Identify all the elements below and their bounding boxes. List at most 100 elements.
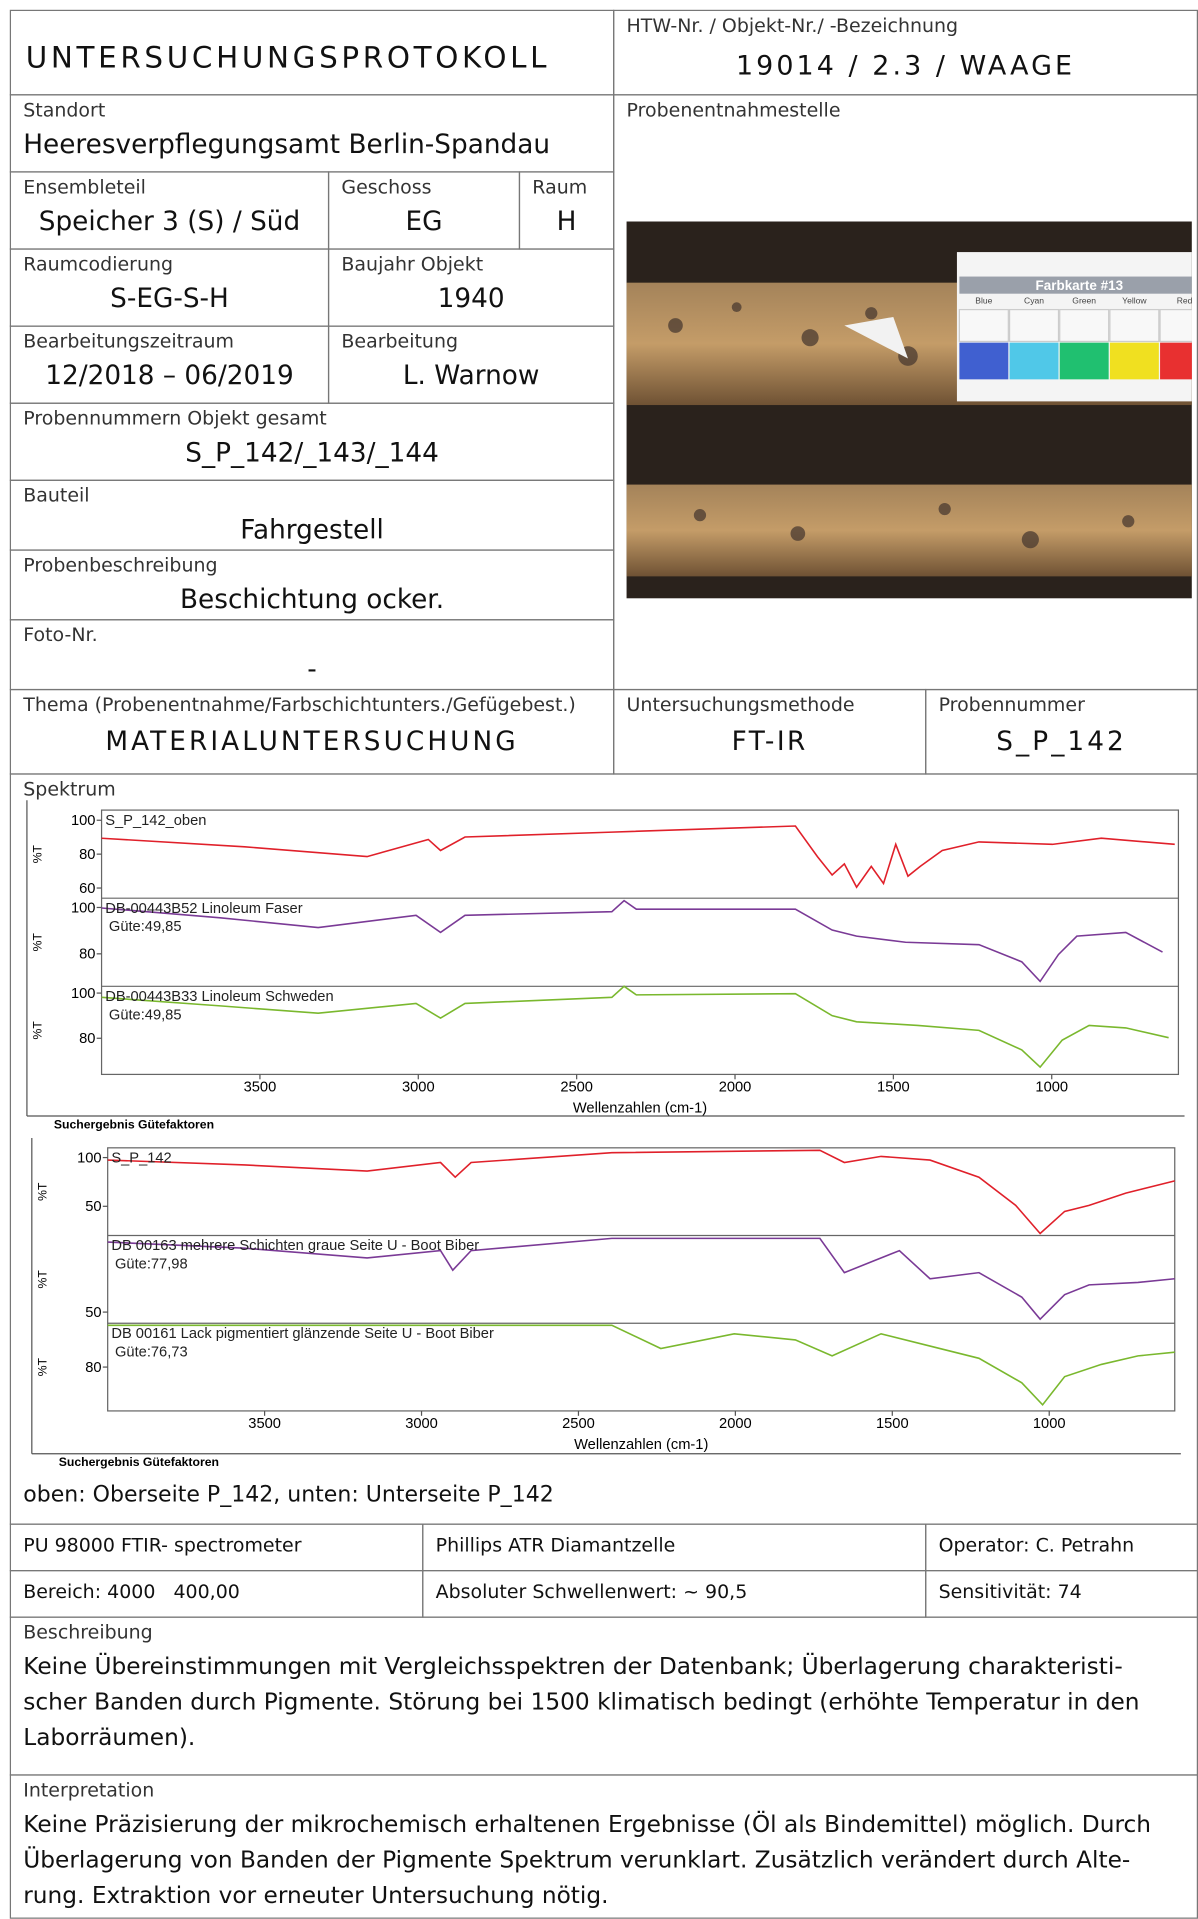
color-name: Blue	[975, 295, 992, 305]
instrument-cell: Sensitivität: 74	[925, 1570, 1198, 1618]
y-axis-label: %T	[31, 1021, 45, 1040]
photo-label: Probenentnahmestelle	[626, 99, 841, 122]
y-axis-label: %T	[36, 1182, 50, 1201]
swatch-light	[1109, 308, 1160, 343]
x-tick-label: 1000	[1033, 1416, 1066, 1432]
interpretation-cell: Interpretation Keine Präzisierung der mi…	[9, 1774, 1198, 1919]
swatch-light	[1008, 308, 1060, 343]
instrument-text: Absoluter Schwellenwert: ~ 90,5	[435, 1581, 748, 1604]
interpretation-label: Interpretation	[23, 1779, 155, 1802]
spectrum-trace	[107, 1237, 1175, 1321]
swatch	[959, 342, 1009, 380]
color-name: Green	[1072, 295, 1096, 305]
field-value: Heeresverpflegungsamt Berlin-Spandau	[23, 129, 550, 161]
swatch	[1109, 342, 1159, 380]
pointer	[844, 316, 908, 359]
spectrum-trace	[101, 899, 1163, 983]
trace-name: DB 00161 Lack pigmentiert glänzende Seit…	[111, 1326, 494, 1342]
color-name: Red	[1177, 295, 1192, 305]
y-tick-label: 100	[71, 813, 95, 829]
x-tick-label: 3500	[244, 1080, 277, 1096]
y-axis-label: %T	[31, 933, 45, 952]
field-value: S_P_142	[996, 726, 1127, 758]
instrument-cell: Operator: C. Petrahn	[925, 1523, 1198, 1572]
trace-name: S_P_142	[111, 1151, 171, 1167]
field-label: Probennummern Objekt gesamt	[23, 407, 327, 430]
text-line: Laborräumen).	[23, 1724, 196, 1752]
field-label: Raumcodierung	[23, 253, 174, 276]
field-label: Raum	[532, 176, 588, 199]
swatch-light	[1059, 308, 1110, 343]
field-cell: Ensembleteil Speicher 3 (S) / Süd	[9, 171, 330, 250]
color-name: Cyan	[1024, 295, 1044, 305]
field-cell: Untersuchungsmethode FT-IR	[613, 688, 927, 775]
id-value: 19014 / 2.3 / WAAGE	[735, 51, 1076, 82]
trace-quality: Güte:49,85	[109, 919, 182, 935]
text-line: Keine Übereinstimmungen mit Vergleichssp…	[23, 1653, 1123, 1681]
field-label: Geschoss	[341, 176, 432, 199]
x-tick-label: 1500	[877, 1080, 910, 1096]
text-line: Überlagerung von Banden der Pigmente Spe…	[23, 1846, 1131, 1874]
y-axis-label: %T	[36, 1357, 50, 1376]
field-label: Thema (Probenentnahme/Farbschichtunters.…	[23, 693, 576, 716]
instrument-text: PU 98000 FTIR- spectrometer	[23, 1534, 302, 1557]
swatch	[1059, 342, 1109, 380]
id-label: HTW-Nr. / Objekt-Nr./ -Bezeichnung	[626, 14, 959, 37]
field-value: -	[307, 654, 317, 686]
field-value: Speicher 3 (S) / Süd	[38, 206, 301, 238]
card-colors: Blue Cyan Green Yellow Red	[958, 276, 1192, 380]
x-tick-label: 1000	[1035, 1080, 1068, 1096]
field-label: Bauteil	[23, 484, 90, 507]
plot-frame	[107, 1147, 1176, 1412]
field-value: Beschichtung ocker.	[179, 584, 445, 616]
swatch-light	[1159, 308, 1192, 343]
field-cell: Bearbeitung L. Warnow	[327, 325, 615, 404]
beam	[626, 484, 1192, 577]
field-cell: Standort Heeresverpflegungsamt Berlin-Spa…	[9, 94, 615, 173]
plot-frame	[100, 809, 1180, 1076]
field-label: Bearbeitungszeitraum	[23, 330, 234, 353]
card-band	[959, 276, 1192, 294]
field-value: Fahrgestell	[240, 515, 384, 546]
color-name: Yellow	[1122, 295, 1147, 305]
spectrum-label: Spektrum	[23, 778, 116, 801]
y-tick-label: 100	[77, 1150, 101, 1166]
field-value: 12/2018 – 06/2019	[45, 360, 294, 392]
x-tick-label: 3000	[402, 1080, 435, 1096]
spectrum-trace	[107, 1324, 1175, 1407]
title: UNTERSUCHUNGSPROTOKOLL	[25, 40, 551, 75]
field-cell: Probenbeschreibung Beschichtung ocker.	[9, 549, 615, 621]
y-tick-label: 50	[85, 1305, 101, 1321]
field-label: Probenbeschreibung	[23, 554, 218, 577]
text-line: scher Banden durch Pigmente. Störung bei…	[23, 1688, 1140, 1716]
panel-footer: Suchergebnis Gütefaktoren	[59, 1455, 219, 1469]
description-cell: Beschreibung Keine Übereinstimmungen mit…	[9, 1616, 1198, 1776]
field-label: Baujahr Objekt	[341, 253, 484, 276]
field-value: EG	[405, 206, 443, 238]
card-title: Farbkarte #13	[1036, 278, 1124, 293]
field-value: L. Warnow	[402, 360, 540, 392]
y-tick-label: 80	[79, 947, 95, 963]
y-tick-label: 100	[71, 900, 95, 916]
spectrum-trace	[101, 825, 1175, 889]
instrument-text: Sensitivität: 74	[938, 1581, 1082, 1604]
spectrum-trace	[107, 1149, 1175, 1235]
field-value: FT-IR	[731, 726, 808, 758]
spectrum-caption: oben: Oberseite P_142, unten: Unterseite…	[23, 1481, 554, 1508]
y-tick-label: 80	[85, 1360, 101, 1376]
photo: Blue Cyan Green Yellow Red Farbkarte #13	[626, 221, 1192, 599]
trace-name: DB 00163 mehrere Schichten graue Seite U…	[111, 1238, 479, 1254]
trace-name: DB-00443B33 Linoleum Schweden	[105, 989, 333, 1005]
text-line: rung. Extraktion vor erneuter Untersuchu…	[23, 1882, 609, 1909]
field-cell: Baujahr Objekt 1940	[327, 248, 615, 327]
y-tick-label: 100	[71, 986, 95, 1002]
field-label: Standort	[23, 99, 106, 122]
field-label: Probennummer	[938, 693, 1085, 716]
x-axis-label: Wellenzahlen (cm-1)	[573, 1100, 707, 1116]
x-tick-label: 2500	[560, 1080, 593, 1096]
swatch	[1160, 342, 1192, 380]
x-tick-label: 2000	[719, 1080, 752, 1096]
y-tick-label: 80	[79, 1031, 95, 1047]
